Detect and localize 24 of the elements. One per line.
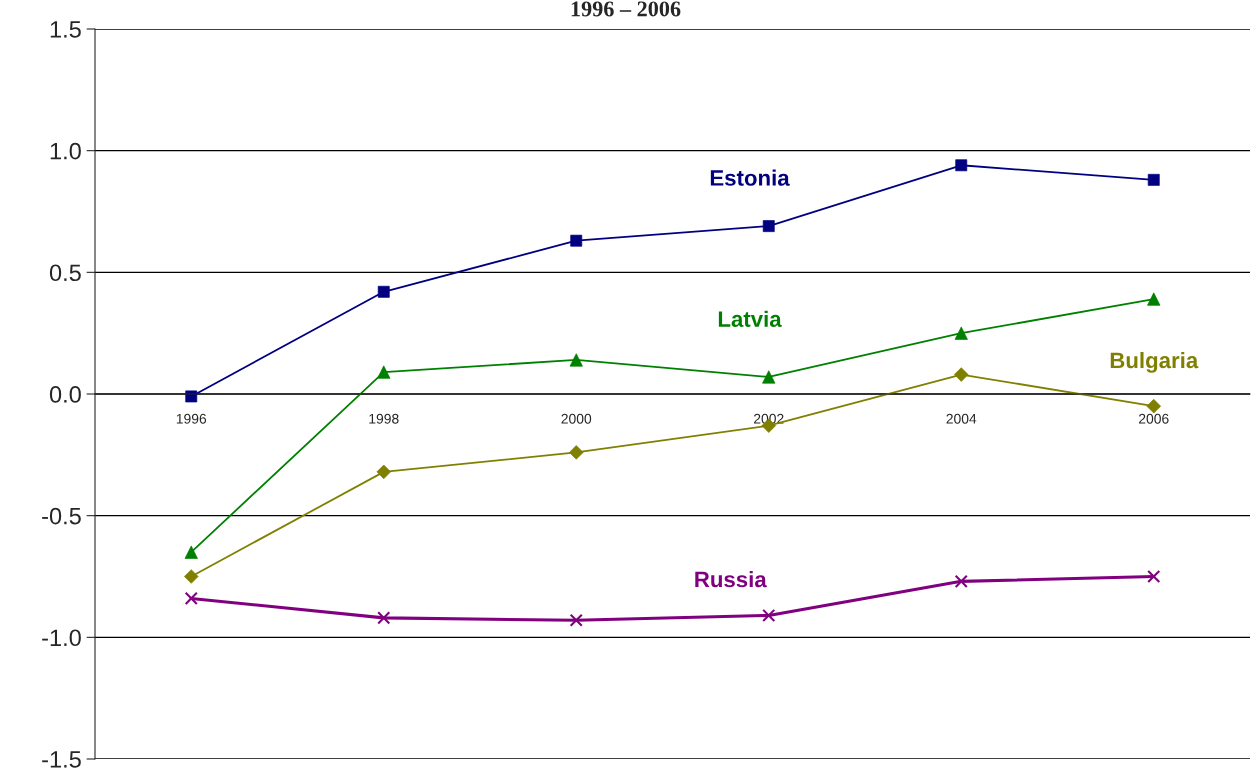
series-label: Russia: [695, 571, 767, 588]
y-tick-label: 0.0: [49, 386, 81, 403]
series-label: Bulgaria: [1110, 351, 1199, 373]
x-tick-label: 1998: [369, 413, 399, 424]
point: [762, 608, 776, 623]
chart-title: 1996 – 2006: [571, 1, 681, 17]
point: [954, 367, 969, 382]
series-label: Estonia: [710, 169, 790, 186]
y-tick-label: 1.5: [50, 21, 81, 38]
y-tick-label: 0.5: [49, 264, 81, 282]
point: [954, 574, 968, 588]
x-tick-label: 1996: [176, 413, 207, 424]
point: [569, 613, 583, 627]
point: [377, 611, 391, 625]
y-tick-label: -1.5: [42, 751, 81, 768]
point: [1147, 569, 1161, 584]
y-tick-label: -0.5: [42, 507, 81, 525]
x-tick-label: 2006: [1139, 413, 1169, 424]
y-tick-label: -1.0: [42, 629, 81, 647]
y-tick-label: 1.0: [50, 142, 81, 160]
text: Latvia: [718, 310, 782, 327]
x-tick-label: 2004: [946, 413, 977, 424]
x-tick-label: 2000: [561, 413, 592, 424]
point: [184, 591, 198, 605]
